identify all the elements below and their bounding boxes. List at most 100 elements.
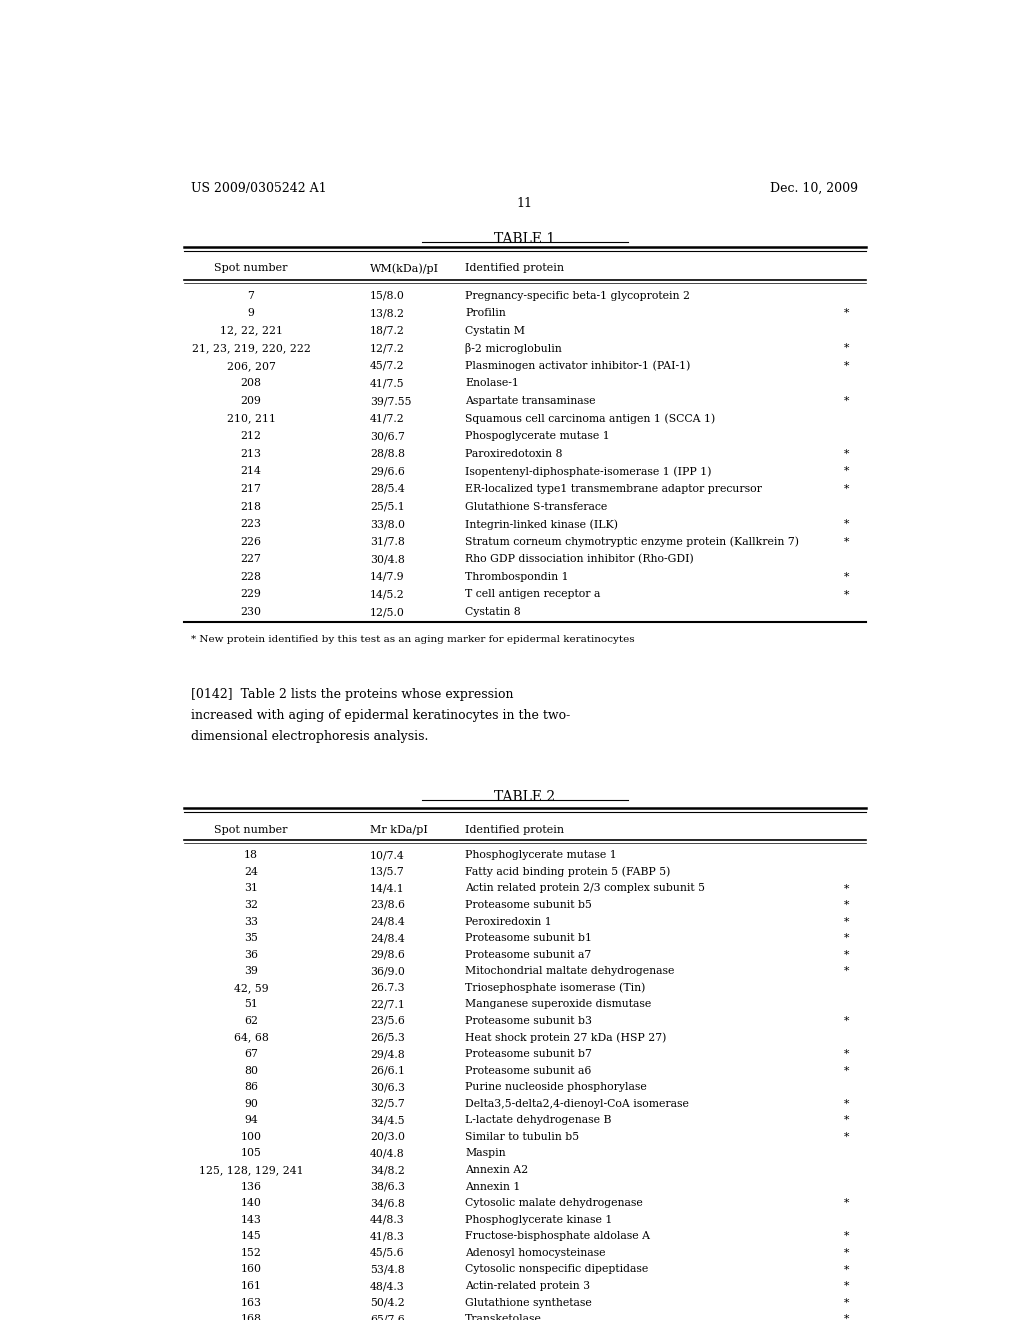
Text: dimensional electrophoresis analysis.: dimensional electrophoresis analysis. — [191, 730, 429, 743]
Text: 140: 140 — [241, 1199, 261, 1208]
Text: Transketolase: Transketolase — [465, 1315, 542, 1320]
Text: Cystatin M: Cystatin M — [465, 326, 525, 335]
Text: 161: 161 — [241, 1280, 261, 1291]
Text: *: * — [844, 1016, 849, 1026]
Text: Profilin: Profilin — [465, 308, 506, 318]
Text: Heat shock protein 27 kDa (HSP 27): Heat shock protein 27 kDa (HSP 27) — [465, 1032, 667, 1043]
Text: 12, 22, 221: 12, 22, 221 — [219, 326, 283, 335]
Text: Fructose-bisphosphate aldolase A: Fructose-bisphosphate aldolase A — [465, 1232, 650, 1241]
Text: WM(kDa)/pI: WM(kDa)/pI — [370, 263, 439, 273]
Text: 11: 11 — [517, 197, 532, 210]
Text: *: * — [844, 449, 849, 459]
Text: 228: 228 — [241, 572, 261, 582]
Text: Proteasome subunit a6: Proteasome subunit a6 — [465, 1065, 592, 1076]
Text: Dec. 10, 2009: Dec. 10, 2009 — [770, 182, 858, 195]
Text: increased with aging of epidermal keratinocytes in the two-: increased with aging of epidermal kerati… — [191, 709, 570, 722]
Text: 29/8.6: 29/8.6 — [370, 949, 404, 960]
Text: 145: 145 — [241, 1232, 261, 1241]
Text: *: * — [844, 590, 849, 599]
Text: 230: 230 — [241, 607, 261, 616]
Text: 213: 213 — [241, 449, 261, 459]
Text: Glutathione S-transferace: Glutathione S-transferace — [465, 502, 607, 512]
Text: 210, 211: 210, 211 — [226, 413, 275, 424]
Text: Peroxiredoxin 1: Peroxiredoxin 1 — [465, 916, 552, 927]
Text: Proteasome subunit b5: Proteasome subunit b5 — [465, 900, 592, 909]
Text: US 2009/0305242 A1: US 2009/0305242 A1 — [191, 182, 327, 195]
Text: 41/7.2: 41/7.2 — [370, 413, 404, 424]
Text: *: * — [844, 1065, 849, 1076]
Text: ER-localized type1 transmembrane adaptor precursor: ER-localized type1 transmembrane adaptor… — [465, 484, 762, 494]
Text: *: * — [844, 1247, 849, 1258]
Text: 44/8.3: 44/8.3 — [370, 1214, 404, 1225]
Text: 28/5.4: 28/5.4 — [370, 484, 404, 494]
Text: Integrin-linked kinase (ILK): Integrin-linked kinase (ILK) — [465, 519, 618, 529]
Text: Cytosolic malate dehydrogenase: Cytosolic malate dehydrogenase — [465, 1199, 643, 1208]
Text: Proteasome subunit b7: Proteasome subunit b7 — [465, 1049, 592, 1059]
Text: 23/8.6: 23/8.6 — [370, 900, 406, 909]
Text: 42, 59: 42, 59 — [233, 983, 268, 993]
Text: *: * — [844, 1280, 849, 1291]
Text: 212: 212 — [241, 432, 261, 441]
Text: 13/8.2: 13/8.2 — [370, 308, 406, 318]
Text: 33: 33 — [244, 916, 258, 927]
Text: 20/3.0: 20/3.0 — [370, 1133, 406, 1142]
Text: 9: 9 — [248, 308, 254, 318]
Text: * New protein identified by this test as an aging marker for epidermal keratinoc: * New protein identified by this test as… — [191, 635, 635, 644]
Text: Actin related protein 2/3 complex subunit 5: Actin related protein 2/3 complex subuni… — [465, 883, 706, 894]
Text: Maspin: Maspin — [465, 1148, 506, 1159]
Text: Aspartate transaminase: Aspartate transaminase — [465, 396, 596, 407]
Text: Rho GDP dissociation inhibitor (Rho-GDI): Rho GDP dissociation inhibitor (Rho-GDI) — [465, 554, 694, 565]
Text: 62: 62 — [244, 1016, 258, 1026]
Text: TABLE 2: TABLE 2 — [495, 791, 555, 804]
Text: 33/8.0: 33/8.0 — [370, 519, 406, 529]
Text: 14/4.1: 14/4.1 — [370, 883, 404, 894]
Text: Annexin A2: Annexin A2 — [465, 1166, 528, 1175]
Text: *: * — [844, 484, 849, 494]
Text: 26/6.1: 26/6.1 — [370, 1065, 406, 1076]
Text: *: * — [844, 1298, 849, 1308]
Text: 24/8.4: 24/8.4 — [370, 933, 404, 942]
Text: L-lactate dehydrogenase B: L-lactate dehydrogenase B — [465, 1115, 611, 1126]
Text: [0142]  Table 2 lists the proteins whose expression: [0142] Table 2 lists the proteins whose … — [191, 688, 514, 701]
Text: Glutathione synthetase: Glutathione synthetase — [465, 1298, 592, 1308]
Text: Proteasome subunit b3: Proteasome subunit b3 — [465, 1016, 592, 1026]
Text: Fatty acid binding protein 5 (FABP 5): Fatty acid binding protein 5 (FABP 5) — [465, 867, 671, 878]
Text: 48/4.3: 48/4.3 — [370, 1280, 404, 1291]
Text: 208: 208 — [241, 379, 261, 388]
Text: 12/7.2: 12/7.2 — [370, 343, 404, 354]
Text: *: * — [844, 883, 849, 894]
Text: 45/5.6: 45/5.6 — [370, 1247, 404, 1258]
Text: Proteasome subunit b1: Proteasome subunit b1 — [465, 933, 592, 942]
Text: *: * — [844, 360, 849, 371]
Text: 218: 218 — [241, 502, 261, 512]
Text: 32/5.7: 32/5.7 — [370, 1098, 404, 1109]
Text: Enolase-1: Enolase-1 — [465, 379, 519, 388]
Text: Phospoglycerate mutase 1: Phospoglycerate mutase 1 — [465, 432, 610, 441]
Text: Actin-related protein 3: Actin-related protein 3 — [465, 1280, 591, 1291]
Text: 29/4.8: 29/4.8 — [370, 1049, 404, 1059]
Text: 7: 7 — [248, 290, 254, 301]
Text: 39: 39 — [244, 966, 258, 977]
Text: Stratum corneum chymotryptic enzyme protein (Kallkrein 7): Stratum corneum chymotryptic enzyme prot… — [465, 537, 800, 548]
Text: 206, 207: 206, 207 — [226, 360, 275, 371]
Text: T cell antigen receptor a: T cell antigen receptor a — [465, 590, 601, 599]
Text: 50/4.2: 50/4.2 — [370, 1298, 404, 1308]
Text: Spot number: Spot number — [214, 825, 288, 834]
Text: 39/7.55: 39/7.55 — [370, 396, 412, 407]
Text: *: * — [844, 966, 849, 977]
Text: Spot number: Spot number — [214, 263, 288, 273]
Text: 31: 31 — [244, 883, 258, 894]
Text: 12/5.0: 12/5.0 — [370, 607, 404, 616]
Text: 30/6.3: 30/6.3 — [370, 1082, 406, 1092]
Text: 45/7.2: 45/7.2 — [370, 360, 404, 371]
Text: 25/5.1: 25/5.1 — [370, 502, 404, 512]
Text: Squamous cell carcinoma antigen 1 (SCCA 1): Squamous cell carcinoma antigen 1 (SCCA … — [465, 413, 716, 424]
Text: 152: 152 — [241, 1247, 261, 1258]
Text: Cystatin 8: Cystatin 8 — [465, 607, 521, 616]
Text: 34/8.2: 34/8.2 — [370, 1166, 404, 1175]
Text: 13/5.7: 13/5.7 — [370, 867, 404, 876]
Text: *: * — [844, 933, 849, 942]
Text: 223: 223 — [241, 519, 261, 529]
Text: 51: 51 — [244, 999, 258, 1010]
Text: *: * — [844, 900, 849, 909]
